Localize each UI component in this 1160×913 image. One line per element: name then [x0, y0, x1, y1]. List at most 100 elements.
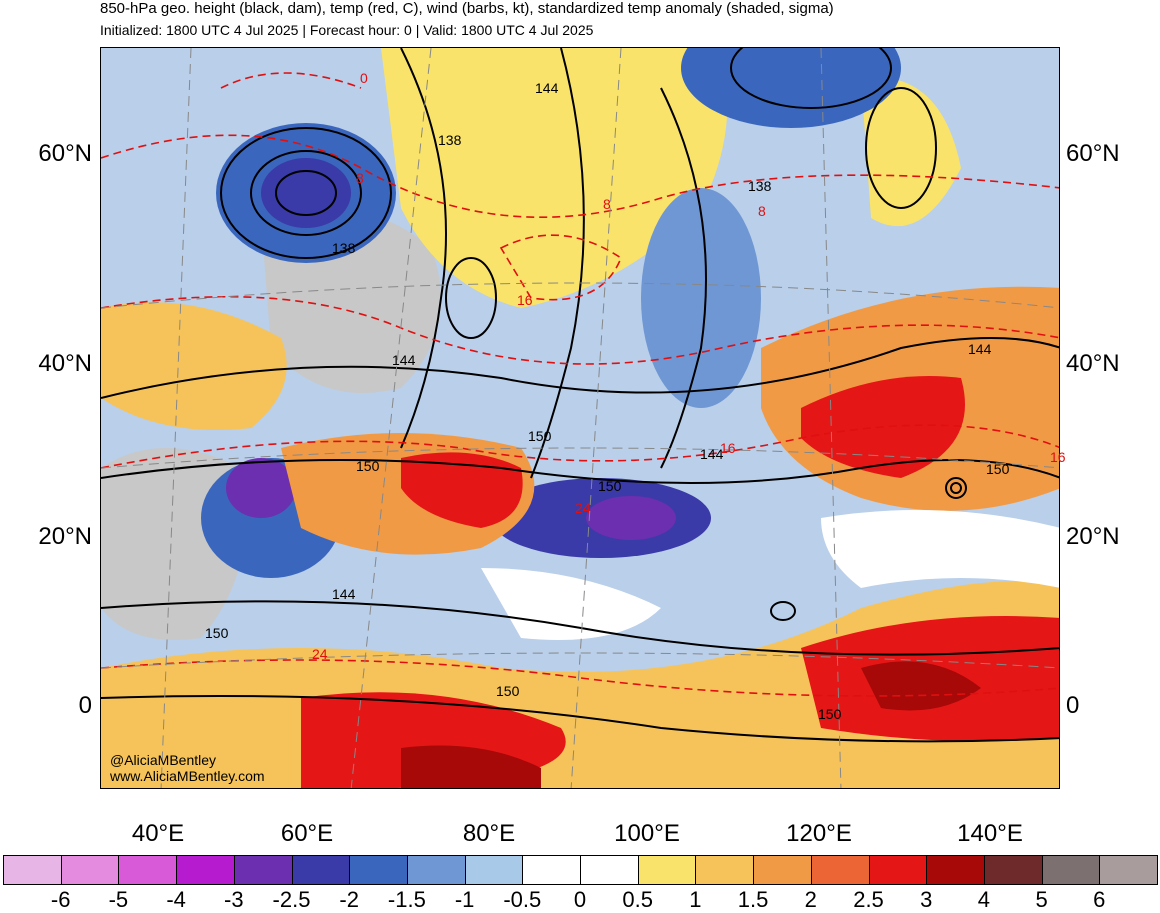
- lat-label-right: 60°N: [1066, 140, 1120, 167]
- colorbar-label: 4: [977, 887, 991, 912]
- colorbar-label: -1: [454, 887, 475, 912]
- lat-label-right: 40°N: [1066, 350, 1120, 377]
- colorbar-swatch: [753, 855, 812, 885]
- credit-handle: @AliciaMBentley: [110, 752, 217, 768]
- temp-label: 16: [1050, 449, 1066, 465]
- colorbar-label: -3: [224, 887, 244, 912]
- warm-anomaly-shading: [401, 745, 541, 788]
- credit-website: www.AliciaMBentley.com: [110, 768, 265, 784]
- map-subtitle: Initialized: 1800 UTC 4 Jul 2025 | Forec…: [100, 22, 594, 38]
- lat-label-left: 20°N: [38, 523, 92, 550]
- colorbar-swatch: [926, 855, 985, 885]
- warm-anomaly-shading: [861, 77, 961, 227]
- temp-label: 8: [603, 196, 611, 212]
- cold-anomaly-shading: [226, 458, 296, 518]
- colorbar-swatch: [637, 855, 697, 885]
- lon-label: 140°E: [957, 820, 1023, 847]
- colorbar-label: 1: [689, 887, 702, 912]
- lon-label: 100°E: [614, 820, 680, 847]
- graticule: [101, 48, 1059, 788]
- temp-label: 24: [575, 500, 591, 516]
- warm-anomaly-shading: [861, 661, 981, 711]
- cold-anomaly-shading: [681, 48, 901, 128]
- height-label: 150: [496, 683, 520, 699]
- colorbar-swatch: [810, 855, 870, 885]
- colorbar-swatch: [695, 855, 755, 885]
- height-label: 150: [528, 428, 552, 444]
- height-label: 150: [818, 706, 842, 722]
- colorbar-label: -1.5: [387, 887, 426, 912]
- colorbar-swatch: [349, 855, 408, 885]
- colorbar-label: 1.5: [737, 887, 769, 912]
- colorbar-swatch: [1041, 855, 1101, 885]
- colorbar-swatch: [233, 855, 293, 885]
- colorbar-label: 2.5: [853, 887, 884, 912]
- height-label: 150: [356, 458, 380, 474]
- colorbar-label: 5: [1035, 887, 1048, 912]
- neutral-shading: [821, 510, 1059, 588]
- lon-label: 60°E: [280, 820, 334, 847]
- colorbar-swatch: [1099, 855, 1159, 885]
- lat-label-left: 60°N: [38, 140, 92, 167]
- colorbar-swatch: [60, 855, 120, 885]
- colorbar-label: -4: [166, 887, 186, 912]
- neutral-shading: [481, 568, 661, 640]
- colorbar-swatch: [176, 855, 235, 885]
- colorbar-swatch: [291, 855, 351, 885]
- temp-label: 16: [720, 440, 736, 456]
- colorbar-swatch: [983, 855, 1043, 885]
- colorbar-label: -5: [108, 887, 129, 912]
- colorbar-swatch: [464, 855, 524, 885]
- temp-label: 8: [356, 170, 364, 186]
- lon-label: 120°E: [786, 820, 852, 847]
- height-label: 150: [986, 461, 1010, 477]
- map-canvas: [101, 48, 1059, 788]
- colorbar-label: 6: [1093, 887, 1106, 912]
- warm-anomaly-shading: [401, 452, 523, 528]
- colorbar-swatch: [522, 855, 582, 885]
- colorbar-swatch: [580, 855, 639, 885]
- lon-label: 40°E: [131, 820, 185, 847]
- height-label: 144: [535, 80, 559, 96]
- temp-label: 0: [360, 70, 368, 86]
- lat-label-right: 20°N: [1066, 523, 1120, 550]
- height-label: 150: [598, 478, 622, 494]
- height-label: 138: [748, 178, 772, 194]
- colorbar-label: -2.5: [272, 887, 311, 912]
- lat-label-right: 0: [1066, 692, 1080, 719]
- cold-anomaly-shading: [261, 158, 351, 228]
- lat-label-left: 40°N: [38, 350, 92, 377]
- colorbar-label: 0.5: [622, 887, 653, 912]
- temp-label: 8: [758, 203, 766, 219]
- colorbar-label: 2: [804, 887, 817, 912]
- colorbar-label: -2: [339, 887, 359, 912]
- height-label: 138: [332, 240, 356, 256]
- colorbar-swatch: [3, 855, 62, 885]
- colorbar-swatch: [118, 855, 178, 885]
- map-title: 850-hPa geo. height (black, dam), temp (…: [100, 0, 834, 17]
- colorbar-label: 3: [920, 887, 933, 912]
- weather-map[interactable]: [100, 47, 1060, 789]
- height-label: 144: [392, 352, 416, 368]
- colorbar-label: -0.5: [503, 887, 542, 912]
- height-label: 144: [700, 446, 724, 462]
- cold-anomaly-shading: [586, 496, 676, 540]
- height-label: 138: [438, 132, 462, 148]
- height-label: 150: [205, 625, 229, 641]
- colorbar: [3, 855, 1159, 885]
- warm-anomaly-shading: [101, 302, 287, 430]
- height-label: 144: [968, 341, 992, 357]
- temp-label: 24: [312, 646, 328, 662]
- lat-label-left: 0: [78, 692, 92, 719]
- temperature-contours: [101, 72, 1059, 697]
- cold-anomaly-shading: [641, 188, 761, 408]
- height-contours: [101, 48, 1059, 743]
- height-label: 144: [332, 586, 356, 602]
- colorbar-label: -6: [50, 887, 71, 912]
- colorbar-swatch: [406, 855, 466, 885]
- warm-anomaly-shading: [381, 48, 728, 308]
- lon-label: 80°E: [462, 820, 516, 847]
- colorbar-swatch: [868, 855, 928, 885]
- colorbar-label: 0: [573, 887, 587, 912]
- temp-label: 16: [517, 292, 533, 308]
